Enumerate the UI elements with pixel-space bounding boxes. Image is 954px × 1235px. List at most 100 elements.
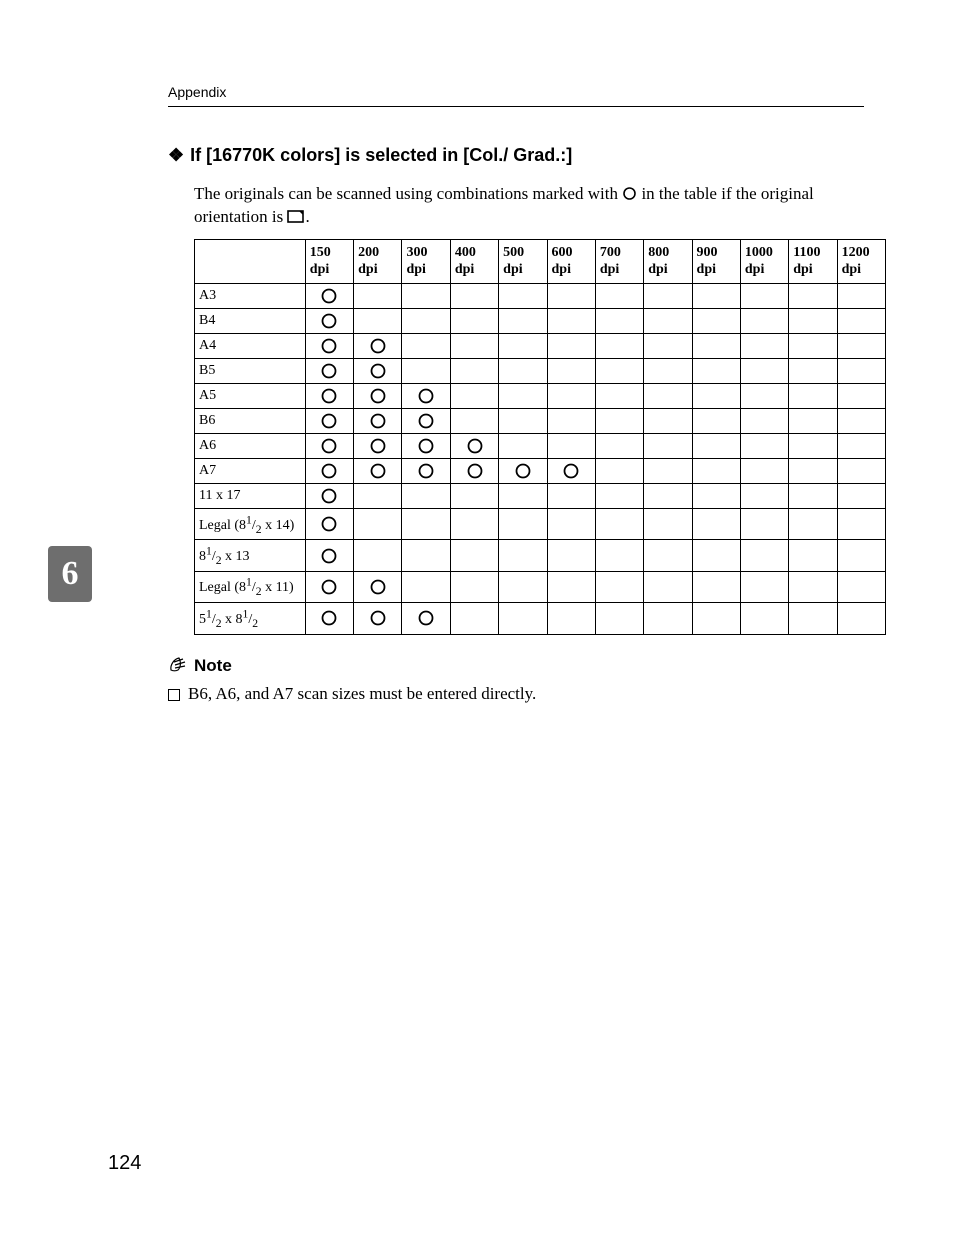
table-cell <box>595 408 643 433</box>
table-cell <box>450 283 498 308</box>
table-cell <box>354 383 402 408</box>
table-cell <box>644 603 692 634</box>
diamond-icon: ❖ <box>168 145 184 166</box>
table-cell <box>499 308 547 333</box>
table-cell <box>547 333 595 358</box>
table-header-cell: 1200dpi <box>837 239 885 283</box>
table-row: Legal (81/2 x 11) <box>195 571 886 602</box>
table-cell <box>837 308 885 333</box>
table-cell <box>692 383 740 408</box>
note-icon <box>168 655 188 678</box>
table-cell <box>305 508 353 539</box>
table-header-cell: 700dpi <box>595 239 643 283</box>
running-header: Appendix <box>168 84 864 107</box>
table-cell <box>837 458 885 483</box>
table-cell <box>595 433 643 458</box>
table-cell <box>692 458 740 483</box>
table-row: A6 <box>195 433 886 458</box>
table-cell <box>595 333 643 358</box>
table-cell <box>789 333 837 358</box>
table-row: 81/2 x 13 <box>195 540 886 571</box>
table-cell <box>450 308 498 333</box>
table-cell <box>789 408 837 433</box>
table-cell <box>450 483 498 508</box>
table-cell <box>692 571 740 602</box>
table-cell <box>789 458 837 483</box>
table-cell <box>305 571 353 602</box>
row-label: B4 <box>195 308 306 333</box>
table-cell <box>547 508 595 539</box>
table-cell <box>402 358 450 383</box>
table-row: Legal (81/2 x 14) <box>195 508 886 539</box>
table-cell <box>789 508 837 539</box>
table-cell <box>837 483 885 508</box>
table-cell <box>305 433 353 458</box>
table-cell <box>402 571 450 602</box>
table-cell <box>692 408 740 433</box>
table-cell <box>837 433 885 458</box>
table-cell <box>740 540 788 571</box>
section-paragraph: The originals can be scanned using combi… <box>194 183 864 229</box>
table-cell <box>740 508 788 539</box>
note-item: B6, A6, and A7 scan sizes must be entere… <box>168 684 864 704</box>
table-cell <box>547 540 595 571</box>
table-cell <box>644 283 692 308</box>
table-cell <box>450 333 498 358</box>
table-cell <box>644 571 692 602</box>
table-cell <box>644 483 692 508</box>
row-label: A7 <box>195 458 306 483</box>
table-header-cell: 300dpi <box>402 239 450 283</box>
table-header: 150dpi200dpi300dpi400dpi500dpi600dpi700d… <box>195 239 886 283</box>
table-cell <box>644 383 692 408</box>
table-cell <box>692 333 740 358</box>
table-cell <box>354 508 402 539</box>
table-cell <box>789 540 837 571</box>
table-cell <box>499 358 547 383</box>
table-cell <box>692 603 740 634</box>
table-cell <box>595 603 643 634</box>
table-cell <box>402 283 450 308</box>
table-cell <box>305 358 353 383</box>
table-cell <box>499 408 547 433</box>
table-row: 51/2 x 81/2 <box>195 603 886 634</box>
table-cell <box>402 458 450 483</box>
table-cell <box>354 308 402 333</box>
circle-icon <box>622 184 637 203</box>
table-header-cell: 900dpi <box>692 239 740 283</box>
table-cell <box>595 383 643 408</box>
section-heading-text: If [16770K colors] is selected in [Col./… <box>190 145 572 165</box>
table-cell <box>740 358 788 383</box>
table-cell <box>547 458 595 483</box>
table-cell <box>547 603 595 634</box>
table-cell <box>305 308 353 333</box>
table-cell <box>644 308 692 333</box>
table-cell <box>305 483 353 508</box>
table-header-cell: 200dpi <box>354 239 402 283</box>
row-label: 11 x 17 <box>195 483 306 508</box>
table-row: A7 <box>195 458 886 483</box>
resolution-table: 150dpi200dpi300dpi400dpi500dpi600dpi700d… <box>194 239 886 635</box>
table-header-cell: 150dpi <box>305 239 353 283</box>
table-cell <box>692 508 740 539</box>
table-cell <box>692 483 740 508</box>
table-cell <box>450 433 498 458</box>
table-cell <box>740 458 788 483</box>
table-header-cell: 600dpi <box>547 239 595 283</box>
section-heading: ❖ If [16770K colors] is selected in [Col.… <box>168 145 864 166</box>
table-row: B5 <box>195 358 886 383</box>
table-cell <box>740 383 788 408</box>
table-cell <box>354 603 402 634</box>
table-cell <box>595 540 643 571</box>
table-cell <box>499 571 547 602</box>
table-cell <box>450 540 498 571</box>
row-label: Legal (81/2 x 14) <box>195 508 306 539</box>
table-cell <box>740 308 788 333</box>
table-cell <box>692 358 740 383</box>
table-cell <box>499 603 547 634</box>
note-heading-text: Note <box>194 656 232 676</box>
table-cell <box>547 283 595 308</box>
table-cell <box>402 540 450 571</box>
table-cell <box>547 571 595 602</box>
table-cell <box>692 540 740 571</box>
table-cell <box>595 508 643 539</box>
